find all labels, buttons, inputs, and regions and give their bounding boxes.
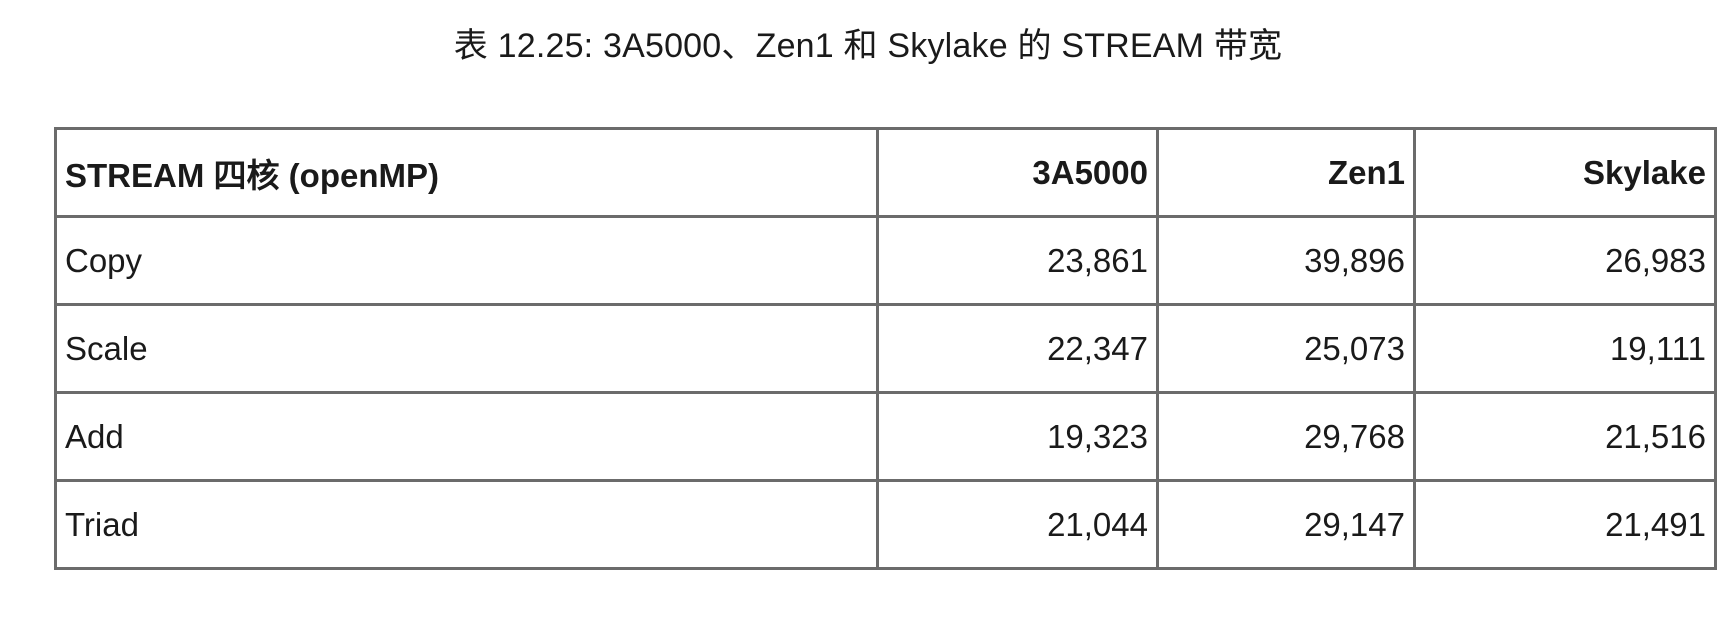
table-row: Add 19,323 29,768 21,516 xyxy=(54,391,1717,482)
cell-3a5000: 22,347 xyxy=(876,303,1159,394)
row-label: Copy xyxy=(54,215,879,306)
row-label: Add xyxy=(54,391,879,482)
cell-3a5000: 21,044 xyxy=(876,479,1159,570)
cell-zen1: 25,073 xyxy=(1156,303,1416,394)
cell-3a5000: 19,323 xyxy=(876,391,1159,482)
header-skylake: Skylake xyxy=(1413,127,1717,218)
header-3a5000: 3A5000 xyxy=(876,127,1159,218)
header-zen1: Zen1 xyxy=(1156,127,1416,218)
cell-zen1: 39,896 xyxy=(1156,215,1416,306)
cell-zen1: 29,768 xyxy=(1156,391,1416,482)
cell-zen1: 29,147 xyxy=(1156,479,1416,570)
cell-3a5000: 23,861 xyxy=(876,215,1159,306)
table-row: Scale 22,347 25,073 19,111 xyxy=(54,303,1717,394)
cell-skylake: 19,111 xyxy=(1413,303,1717,394)
table-row: Triad 21,044 29,147 21,491 xyxy=(54,479,1717,570)
stream-bandwidth-table: STREAM 四核 (openMP) 3A5000 Zen1 Skylake C… xyxy=(54,127,1717,570)
row-label: Triad xyxy=(54,479,879,570)
header-benchmark: STREAM 四核 (openMP) xyxy=(54,127,879,218)
row-label: Scale xyxy=(54,303,879,394)
table-caption: 表 12.25: 3A5000、Zen1 和 Skylake 的 STREAM … xyxy=(453,27,1283,65)
table-row: Copy 23,861 39,896 26,983 xyxy=(54,215,1717,306)
cell-skylake: 21,491 xyxy=(1413,479,1717,570)
cell-skylake: 21,516 xyxy=(1413,391,1717,482)
cell-skylake: 26,983 xyxy=(1413,215,1717,306)
table-header-row: STREAM 四核 (openMP) 3A5000 Zen1 Skylake xyxy=(54,127,1717,218)
